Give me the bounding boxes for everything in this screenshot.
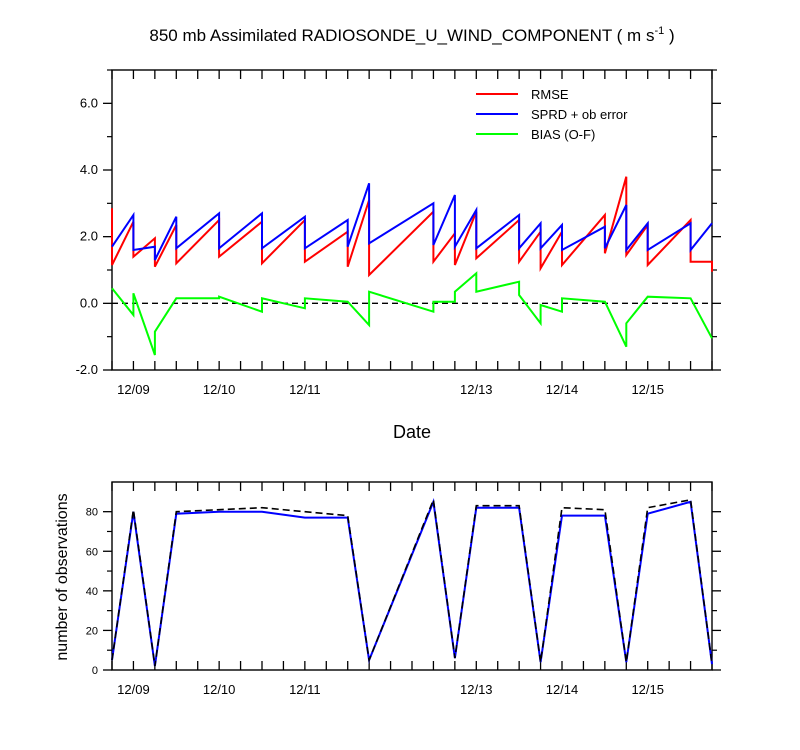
legend: RMSE SPRD + ob error BIAS (O-F) xyxy=(476,87,628,142)
y-axis-label-observations: number of observations xyxy=(54,493,71,660)
observations-panel: 12/09 12/10 12/11 12/13 12/14 12/15 0 20 40 60 80 xyxy=(86,481,721,697)
title-main: 850 mb Assimilated RADIOSONDE_U_WIND_COM… xyxy=(149,26,654,45)
series-line-bias-o-f xyxy=(111,271,713,356)
chart-title: 850 mb Assimilated RADIOSONDE_U_WIND_COM… xyxy=(149,25,674,45)
series-line-obs-possible xyxy=(111,496,713,667)
x-tick-label: 12/13 xyxy=(460,382,493,397)
x-tick-label: 12/09 xyxy=(117,382,150,397)
title-superscript: -1 xyxy=(654,25,664,37)
x-tick-label: 12/11 xyxy=(289,682,321,697)
rmse-panel: 12/09 12/10 12/11 12/13 12/14 12/15 -2.0 0.0 2.0… xyxy=(76,69,721,397)
x-tick-label: 12/15 xyxy=(631,682,664,697)
x-axis-label: Date xyxy=(393,422,431,442)
y-tick-label: 0 xyxy=(92,665,98,677)
x-tick-label: 12/10 xyxy=(203,382,236,397)
series-line-obs-used xyxy=(111,497,713,667)
y-tick-label: 20 xyxy=(86,625,98,637)
x-tick-label: 12/13 xyxy=(460,682,493,697)
x-tick-label: 12/11 xyxy=(289,382,321,397)
title-close: ) xyxy=(664,26,674,45)
plot-frame xyxy=(111,481,713,671)
y-tick-label: 60 xyxy=(86,546,98,558)
legend-label: RMSE xyxy=(531,87,569,102)
y-tick-label: 4.0 xyxy=(80,162,98,177)
y-tick-label: 6.0 xyxy=(80,95,98,110)
y-tick-label: 40 xyxy=(86,586,98,598)
y-tick-label: -2.0 xyxy=(76,362,98,377)
x-tick-label: 12/14 xyxy=(546,382,579,397)
x-tick-label: 12/15 xyxy=(631,382,664,397)
x-tick-label: 12/10 xyxy=(203,682,236,697)
legend-label: SPRD + ob error xyxy=(531,107,628,122)
y-tick-label: 0.0 xyxy=(80,295,98,310)
x-tick-label: 12/09 xyxy=(117,682,150,697)
x-tick-label: 12/14 xyxy=(546,682,579,697)
series-line-rmse xyxy=(111,176,713,278)
y-tick-label: 2.0 xyxy=(80,229,98,244)
legend-label: BIAS (O-F) xyxy=(531,127,595,142)
series-line-sprd-ob-error xyxy=(111,182,713,261)
y-tick-label: 80 xyxy=(86,507,98,519)
